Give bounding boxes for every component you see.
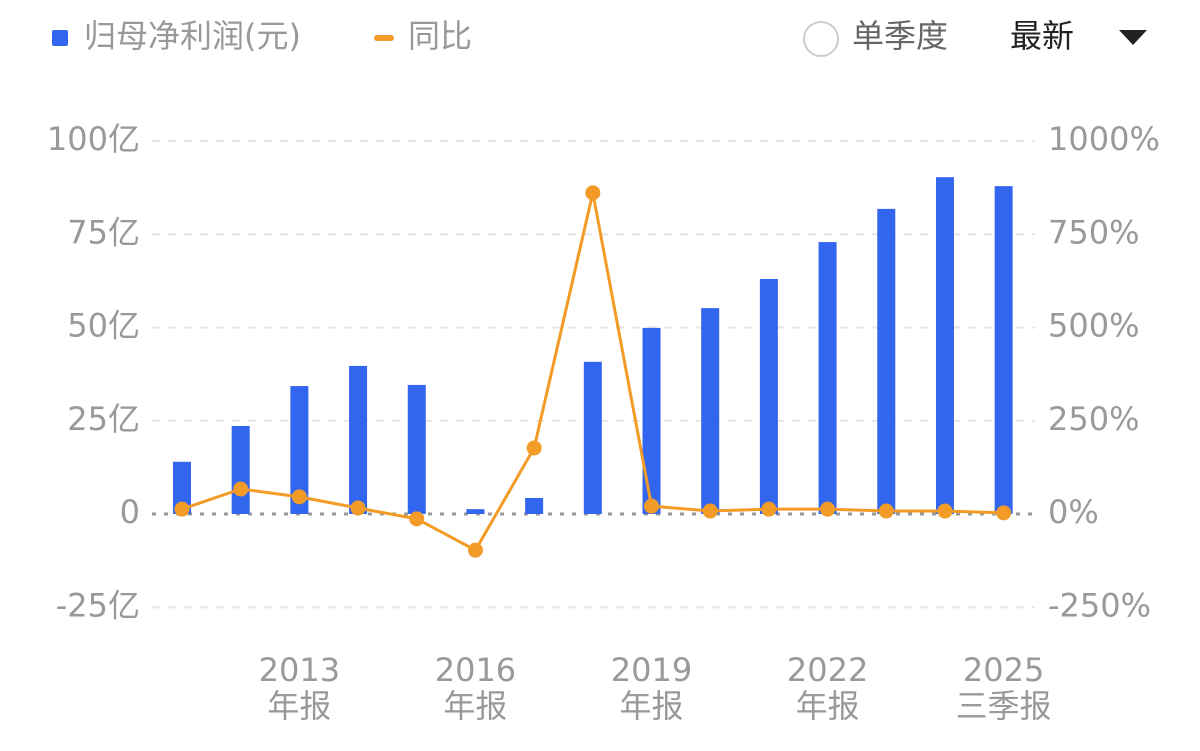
x-tick-label: 2013 [259, 651, 340, 689]
line-point [937, 503, 953, 519]
line-point [996, 505, 1012, 521]
bar [466, 509, 485, 514]
x-tick-label: 年报 [796, 687, 860, 725]
y2-tick-label: 250% [1048, 400, 1139, 438]
line-point [878, 503, 894, 519]
radio-button[interactable] [803, 21, 839, 57]
bar [525, 497, 544, 514]
y2-tick-label: -250% [1048, 586, 1151, 624]
legend-label: 归母净利润(元) [84, 17, 301, 55]
y-tick-label: 0 [120, 493, 140, 531]
y2-tick-label: 500% [1048, 307, 1139, 345]
bar [759, 279, 778, 514]
y2-tick-label: 750% [1048, 213, 1139, 251]
line-point [467, 542, 483, 558]
line-point [644, 498, 660, 514]
line-point [291, 489, 307, 505]
x-tick-label: 年报 [620, 687, 684, 725]
bar [583, 361, 602, 514]
y-tick-label: 50亿 [67, 307, 140, 345]
line-point [702, 503, 718, 519]
line-point [761, 501, 777, 517]
dropdown-arrow[interactable] [1119, 30, 1147, 45]
x-tick-label: 2025 [963, 651, 1044, 689]
line-point [409, 511, 425, 527]
x-tick-label: 三季报 [956, 687, 1052, 725]
x-tick-label: 年报 [267, 687, 331, 725]
x-tick-label: 年报 [443, 687, 507, 725]
dropdown-label[interactable]: 最新 [1010, 17, 1074, 55]
bar [172, 461, 191, 514]
line-point [585, 185, 601, 201]
y-tick-label: 100亿 [47, 120, 140, 158]
legend-swatch-bar [52, 30, 68, 46]
y-tick-label: 75亿 [67, 213, 140, 251]
bar [290, 386, 309, 514]
bar [231, 425, 250, 514]
bar [818, 242, 837, 514]
line-point [820, 501, 836, 517]
y-tick-label: -25亿 [56, 586, 140, 624]
bar [642, 327, 661, 514]
line-point [350, 500, 366, 516]
line-point [526, 440, 542, 456]
bar [994, 186, 1013, 514]
bar [349, 365, 368, 514]
line-point [174, 501, 190, 517]
y2-tick-label: 1000% [1048, 120, 1160, 158]
y-tick-label: 25亿 [67, 400, 140, 438]
legend-swatch-line [374, 35, 394, 41]
x-tick-label: 2022 [787, 651, 868, 689]
legend-label: 同比 [408, 17, 472, 55]
bar [407, 384, 426, 514]
x-tick-label: 2019 [611, 651, 692, 689]
bar [877, 208, 896, 515]
bar [935, 177, 954, 514]
line-point [233, 481, 249, 497]
bar [701, 308, 720, 514]
x-tick-label: 2016 [435, 651, 516, 689]
y2-tick-label: 0% [1048, 493, 1099, 531]
radio-label[interactable]: 单季度 [852, 17, 948, 55]
